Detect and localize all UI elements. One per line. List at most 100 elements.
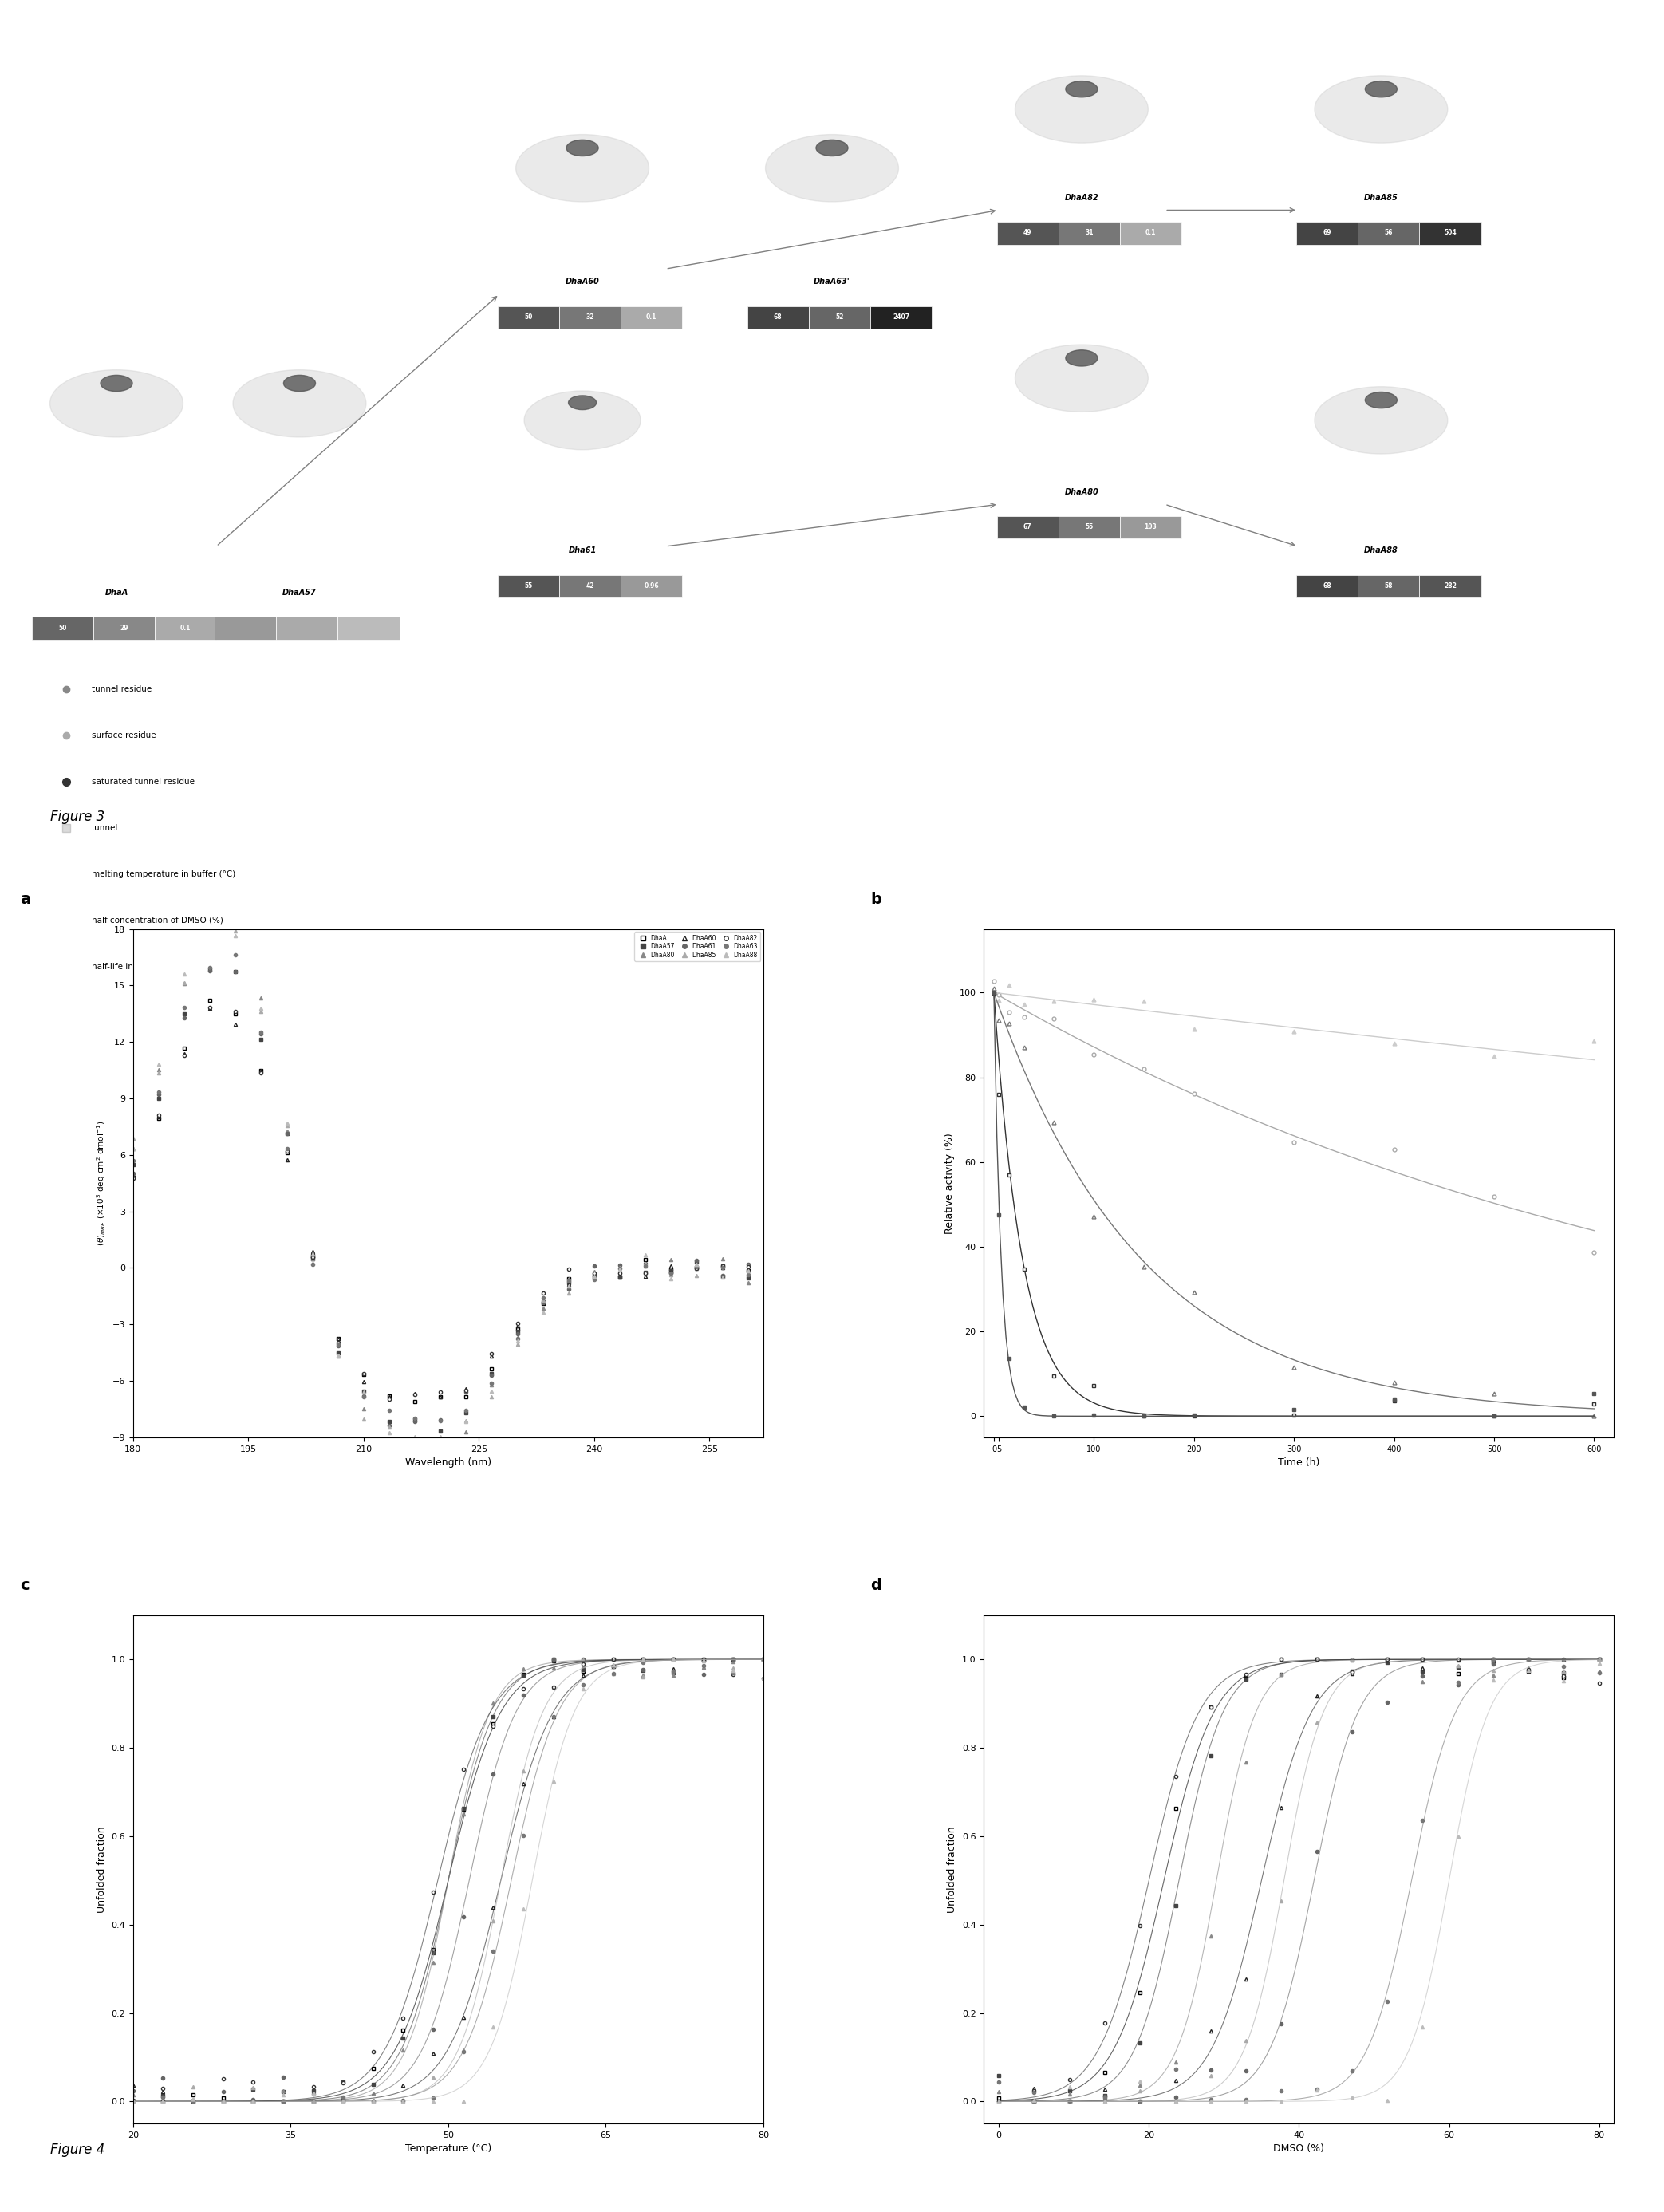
Text: 0.1: 0.1 — [646, 314, 657, 321]
Circle shape — [1015, 75, 1148, 144]
FancyBboxPatch shape — [1419, 221, 1481, 246]
FancyBboxPatch shape — [1120, 221, 1181, 246]
FancyBboxPatch shape — [93, 617, 155, 639]
FancyBboxPatch shape — [338, 617, 399, 639]
FancyBboxPatch shape — [997, 221, 1058, 246]
Text: half-life in 40% DMSO at 37 °C (h): half-life in 40% DMSO at 37 °C (h) — [92, 962, 233, 971]
Circle shape — [1015, 345, 1148, 411]
Circle shape — [1364, 82, 1398, 97]
X-axis label: Time (h): Time (h) — [1278, 1458, 1320, 1469]
Text: DhaA88: DhaA88 — [1364, 546, 1398, 555]
Text: Dha61: Dha61 — [569, 546, 596, 555]
Text: surface residue: surface residue — [92, 732, 156, 739]
Text: d: d — [870, 1577, 882, 1593]
FancyBboxPatch shape — [1296, 221, 1358, 246]
Circle shape — [815, 139, 849, 157]
Text: half-concentration of DMSO (%): half-concentration of DMSO (%) — [92, 916, 223, 925]
Legend: DhaA, DhaA57, DhaA80, DhaA60, DhaA61, DhaA85, DhaA82, DhaA63, DhaA88: DhaA, DhaA57, DhaA80, DhaA60, DhaA61, Dh… — [634, 931, 760, 960]
FancyBboxPatch shape — [50, 863, 83, 885]
Text: 49: 49 — [1023, 230, 1032, 237]
Circle shape — [47, 911, 87, 931]
Circle shape — [516, 135, 649, 201]
Circle shape — [1065, 82, 1098, 97]
FancyBboxPatch shape — [1058, 515, 1120, 540]
Text: DhaA57: DhaA57 — [283, 588, 316, 597]
X-axis label: DMSO (%): DMSO (%) — [1273, 2143, 1325, 2154]
Circle shape — [50, 369, 183, 438]
FancyBboxPatch shape — [997, 515, 1058, 540]
FancyBboxPatch shape — [747, 305, 809, 330]
Circle shape — [100, 376, 133, 392]
Text: a: a — [20, 891, 30, 907]
FancyBboxPatch shape — [1120, 515, 1181, 540]
Text: 50: 50 — [58, 624, 67, 630]
Circle shape — [283, 376, 316, 392]
Circle shape — [765, 135, 899, 201]
X-axis label: Temperature (°C): Temperature (°C) — [404, 2143, 491, 2154]
FancyBboxPatch shape — [559, 305, 621, 330]
Text: 32: 32 — [586, 314, 594, 321]
Text: DhaA80: DhaA80 — [1065, 489, 1098, 495]
Text: 68: 68 — [1323, 582, 1331, 588]
Y-axis label: Unfolded fraction: Unfolded fraction — [97, 1827, 106, 1913]
Circle shape — [1065, 349, 1098, 367]
Text: 56: 56 — [1384, 230, 1393, 237]
Text: DhaA60: DhaA60 — [566, 279, 599, 285]
Circle shape — [569, 396, 596, 409]
FancyBboxPatch shape — [559, 575, 621, 597]
Text: 50: 50 — [524, 314, 532, 321]
Text: 55: 55 — [524, 582, 532, 588]
FancyBboxPatch shape — [1058, 221, 1120, 246]
FancyBboxPatch shape — [621, 305, 682, 330]
FancyBboxPatch shape — [155, 617, 216, 639]
FancyBboxPatch shape — [870, 305, 932, 330]
Text: DhaA85: DhaA85 — [1364, 195, 1398, 201]
Text: DhaA63': DhaA63' — [814, 279, 850, 285]
Text: 0.1: 0.1 — [180, 624, 191, 630]
FancyBboxPatch shape — [498, 575, 559, 597]
Circle shape — [1315, 75, 1448, 144]
Text: 103: 103 — [1145, 524, 1156, 531]
Text: 0.96: 0.96 — [644, 582, 659, 588]
FancyBboxPatch shape — [1296, 575, 1358, 597]
FancyBboxPatch shape — [1358, 575, 1419, 597]
Text: 69: 69 — [1323, 230, 1331, 237]
FancyBboxPatch shape — [50, 956, 83, 978]
X-axis label: Wavelength (nm): Wavelength (nm) — [404, 1458, 491, 1469]
Circle shape — [566, 139, 599, 157]
FancyBboxPatch shape — [809, 305, 870, 330]
Text: c: c — [20, 1577, 28, 1593]
Y-axis label: $(\theta)_{MRE}$ ($\times$10$^{3}$ deg cm$^{2}$ dmol$^{-1}$): $(\theta)_{MRE}$ ($\times$10$^{3}$ deg c… — [95, 1121, 108, 1245]
Text: Figure 4: Figure 4 — [50, 2143, 105, 2157]
Y-axis label: Relative activity (%): Relative activity (%) — [945, 1133, 955, 1234]
Y-axis label: Unfolded fraction: Unfolded fraction — [947, 1827, 957, 1913]
Text: 29: 29 — [120, 624, 128, 630]
FancyBboxPatch shape — [32, 617, 93, 639]
Text: melting temperature in buffer (°C): melting temperature in buffer (°C) — [92, 869, 235, 878]
FancyBboxPatch shape — [1358, 221, 1419, 246]
FancyBboxPatch shape — [498, 305, 559, 330]
Text: 0.1: 0.1 — [1145, 230, 1156, 237]
Text: 282: 282 — [1444, 582, 1456, 588]
Circle shape — [524, 392, 641, 449]
Circle shape — [233, 369, 366, 438]
FancyBboxPatch shape — [215, 617, 276, 639]
Text: 67: 67 — [1023, 524, 1032, 531]
Text: DhaA: DhaA — [105, 588, 128, 597]
Circle shape — [1364, 392, 1398, 409]
Text: saturated tunnel residue: saturated tunnel residue — [92, 779, 195, 785]
FancyBboxPatch shape — [1419, 575, 1481, 597]
Text: 58: 58 — [1384, 582, 1393, 588]
FancyBboxPatch shape — [621, 575, 682, 597]
Text: DhaA82: DhaA82 — [1065, 195, 1098, 201]
Text: 2407: 2407 — [892, 314, 910, 321]
Text: tunnel: tunnel — [92, 823, 118, 832]
Text: 68: 68 — [774, 314, 782, 321]
Text: 52: 52 — [835, 314, 844, 321]
FancyBboxPatch shape — [276, 617, 338, 639]
Text: 42: 42 — [586, 582, 594, 588]
Text: 504: 504 — [1444, 230, 1456, 237]
Text: b: b — [870, 891, 882, 907]
Text: 31: 31 — [1085, 230, 1093, 237]
Circle shape — [1315, 387, 1448, 453]
